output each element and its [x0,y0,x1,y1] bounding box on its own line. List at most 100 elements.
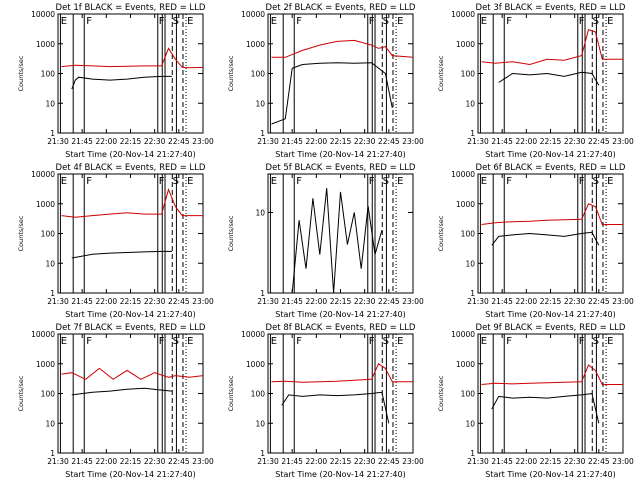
y-tick-label: 1 [50,129,55,138]
panel-title: Det 6f BLACK = Events, RED = LLD [476,163,626,173]
x-tick-label: 21:30 [467,457,489,466]
y-tick-label: 10000 [31,330,55,339]
y-tick-label: 1 [260,129,265,138]
x-tick-label: 23:00 [402,137,424,146]
x-axis-label: Start Time (20-Nov-14 21:27:40) [275,470,405,479]
y-tick-label: 100 [461,390,476,399]
x-tick-label: 22:00 [96,297,118,306]
x-axis-label: Start Time (20-Nov-14 21:27:40) [485,470,615,479]
x-tick-label: 21:45 [71,457,93,466]
y-tick-label: 10000 [241,330,265,339]
series-events [71,250,172,259]
event-marker-label: E [271,176,277,187]
x-tick-label: 22:45 [378,297,400,306]
y-tick-label: 1 [470,129,475,138]
event-marker-label: F [86,16,92,27]
event-marker-label: S [173,336,179,347]
event-marker-label: E [187,336,193,347]
y-tick-label: 10000 [31,10,55,19]
event-marker-label: E [397,16,403,27]
plot-frame [57,173,204,294]
event-marker-label: E [271,16,277,27]
x-tick-label: 21:45 [491,457,513,466]
x-tick-label: 22:15 [120,137,142,146]
panel-title: Det 5f BLACK = Events, RED = LLD [266,163,416,173]
x-tick-label: 21:30 [467,137,489,146]
y-tick-label: 10 [255,99,265,108]
event-marker-label: S [173,16,179,27]
y-tick-label: 10 [465,419,475,428]
x-tick-label: 22:45 [168,297,190,306]
event-marker-label: F [159,16,165,27]
x-tick-label: 21:45 [71,297,93,306]
event-marker-label: S [383,16,389,27]
x-tick-label: 23:00 [192,137,214,146]
y-tick-label: 10000 [451,170,475,179]
event-marker-label: S [383,336,389,347]
y-tick-label: 10 [45,419,55,428]
x-tick-label: 22:30 [354,297,376,306]
y-tick-label: 1000 [456,40,475,49]
event-marker-label: E [481,16,487,27]
y-tick-label: 1000 [246,40,265,49]
x-tick-label: 22:30 [144,137,166,146]
x-tick-label: 22:45 [168,137,190,146]
event-marker-label: E [397,176,403,187]
y-axis-label: Counts/sec [437,55,445,91]
y-axis-label: Counts/sec [437,375,445,411]
y-tick-label: 10000 [241,10,265,19]
event-marker-label: F [296,16,302,27]
y-tick-label: 10 [255,208,265,217]
x-tick-label: 21:45 [491,297,513,306]
panel-title: Det 7f BLACK = Events, RED = LLD [56,323,206,333]
x-tick-label: 22:45 [588,457,610,466]
event-marker-label: F [506,176,512,187]
series-lld [61,47,204,69]
x-tick-label: 23:00 [612,137,634,146]
y-axis-label: Counts/sec [17,55,25,91]
event-marker-label: F [86,176,92,187]
x-tick-label: 22:45 [588,137,610,146]
event-marker-label: F [579,176,585,187]
y-tick-label: 10 [465,99,475,108]
x-tick-label: 21:30 [47,297,69,306]
x-tick-label: 23:00 [192,297,214,306]
event-marker-label: F [296,176,302,187]
x-tick-label: 21:30 [257,137,279,146]
x-tick-label: 22:30 [354,457,376,466]
event-marker-label: F [159,176,165,187]
event-marker-label: S [593,16,599,27]
event-marker-label: E [187,176,193,187]
event-marker-label: E [607,336,613,347]
series-events [291,188,383,294]
detector-panel-9: Det 9f BLACK = Events, RED = LLD Counts/s… [437,323,634,479]
x-tick-label: 22:00 [306,137,328,146]
y-axis-label: Counts/sec [227,375,235,411]
event-marker-label: E [187,16,193,27]
x-tick-label: 21:30 [257,457,279,466]
event-marker-label: S [593,336,599,347]
x-tick-label: 23:00 [192,457,214,466]
panel-title: Det 8f BLACK = Events, RED = LLD [266,323,416,333]
y-axis-label: Counts/sec [17,375,25,411]
plot-frame [267,173,414,294]
y-tick-label: 100 [251,390,266,399]
detector-panel-8: Det 8f BLACK = Events, RED = LLD Counts/s… [227,323,424,479]
x-tick-label: 22:45 [588,297,610,306]
x-tick-label: 22:45 [378,457,400,466]
event-marker-label: F [579,16,585,27]
x-tick-label: 23:00 [612,297,634,306]
y-tick-label: 1000 [36,200,55,209]
panel-title: Det 1f BLACK = Events, RED = LLD [56,3,206,13]
series-lld [61,367,204,380]
plot-frame [267,13,414,134]
x-tick-label: 22:30 [564,297,586,306]
event-marker-label: F [369,336,375,347]
event-marker-label: F [296,336,302,347]
y-tick-label: 1 [50,289,55,298]
x-tick-label: 21:45 [491,137,513,146]
y-tick-label: 100 [461,230,476,239]
detector-panel-2: Det 2f BLACK = Events, RED = LLD Counts/s… [227,3,424,159]
plot-frame [267,333,414,454]
